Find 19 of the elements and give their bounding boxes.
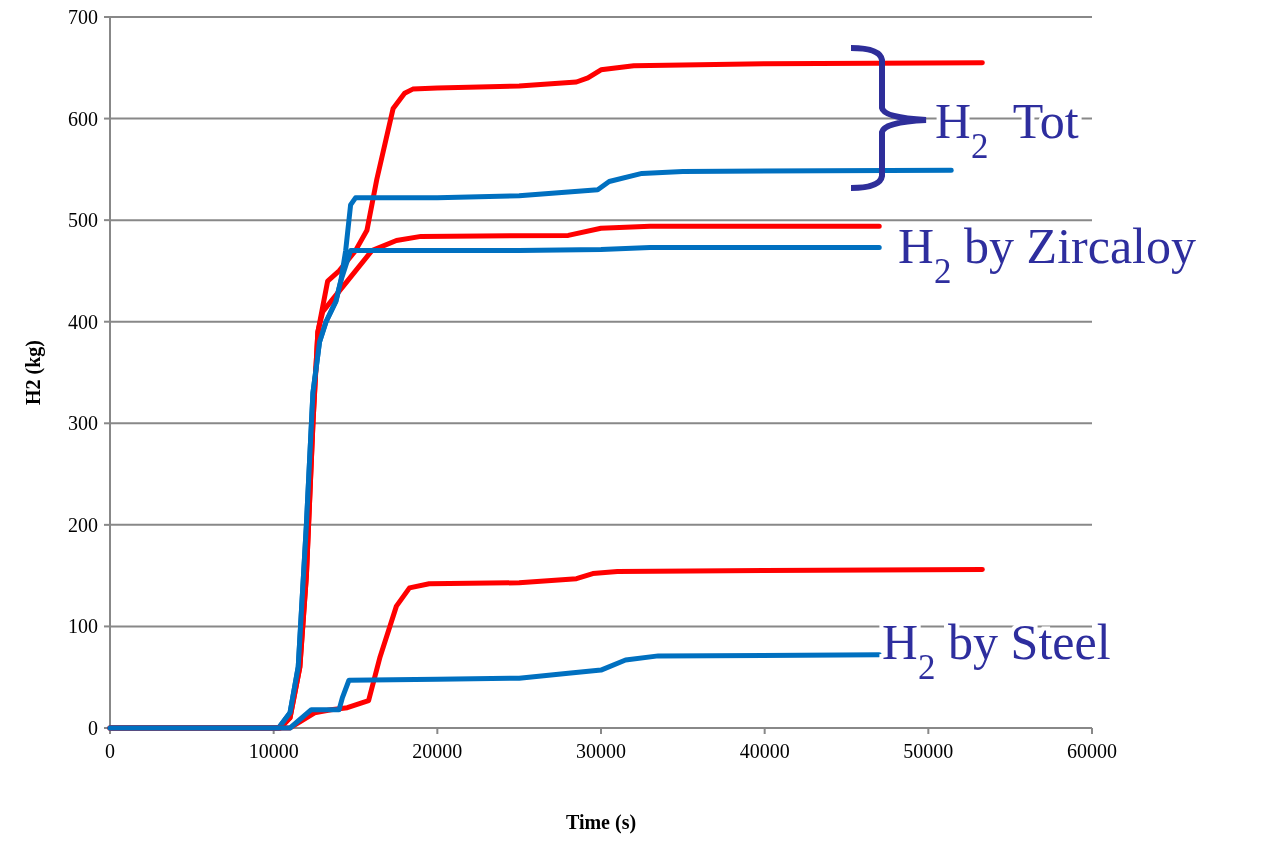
y-tick-label: 100 <box>68 615 98 638</box>
annotation: H$_{2}$ by Steel <box>882 614 1111 687</box>
x-tick-label: 10000 <box>248 740 299 762</box>
y-tick-label: 400 <box>68 310 98 333</box>
x-tick-label: 30000 <box>576 740 626 762</box>
x-tick-label: 20000 <box>412 740 463 762</box>
x-tick-label: 60000 <box>1067 740 1117 762</box>
x-tick-label: 40000 <box>739 740 790 762</box>
x-axis-title: Time (s) <box>565 811 637 834</box>
y-tick-label: 700 <box>68 6 98 28</box>
y-tick-label: 0 <box>88 717 98 739</box>
y-tick-label: 300 <box>68 412 98 435</box>
y-axis-title: H2 (kg) <box>22 340 45 405</box>
y-tick-label: 500 <box>68 209 98 232</box>
x-tick-label: 50000 <box>903 740 954 762</box>
annotation: H$_{2}$ by Zircaloy <box>898 218 1196 291</box>
y-tick-label: 200 <box>68 513 98 536</box>
y-tick-label: 600 <box>68 107 98 130</box>
x-tick-label: 0 <box>105 740 115 762</box>
